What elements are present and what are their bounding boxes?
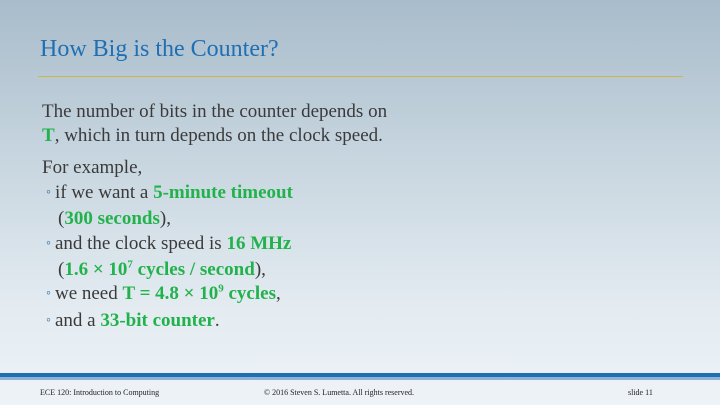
intro-paragraph: The number of bits in the counter depend… — [42, 100, 387, 148]
intro-T: T — [42, 125, 55, 146]
bullet-continuation: (300 seconds), — [58, 208, 171, 229]
bullet-marker-icon: ◦ — [46, 236, 51, 251]
bullet-marker-icon: ◦ — [46, 185, 51, 200]
bullet-item-3: ◦ we need T = 4.8 × 109 cycles, — [46, 282, 281, 304]
bullet-highlight: 33-bit counter — [100, 310, 215, 331]
intro-line-2: , which in turn depends on the clock spe… — [54, 125, 383, 146]
bullet-text: if we want a — [54, 182, 154, 203]
bullet-highlight: 16 MHz — [226, 233, 292, 254]
bullet-text: and the clock speed is — [54, 233, 227, 254]
title-divider — [38, 76, 683, 77]
slide-title: How Big is the Counter? — [40, 36, 279, 62]
footer-course: ECE 120: Introduction to Computing — [40, 388, 160, 397]
bullet-marker-icon: ◦ — [46, 313, 51, 328]
bullet-continuation: (1.6 × 107 cycles / second), — [58, 258, 266, 280]
footer-bar-accent — [0, 377, 720, 380]
bullet-highlight: 5-minute timeout — [153, 182, 293, 203]
example-paragraph: For example, — [42, 157, 143, 178]
intro-line-1: The number of bits in the counter depend… — [42, 101, 388, 122]
footer-copyright: © 2016 Steven S. Lumetta. All rights res… — [264, 388, 415, 397]
bullet-item-4: ◦ and a 33-bit counter. — [46, 310, 220, 331]
bullet-item-1: ◦ if we want a 5-minute timeout (300 seco… — [46, 181, 293, 231]
bullet-text: we need — [54, 283, 123, 304]
footer-bar — [0, 373, 720, 377]
bullet-marker-icon: ◦ — [46, 286, 51, 301]
bullet-text: and a — [54, 310, 101, 331]
bullet-item-2: ◦ and the clock speed is 16 MHz (1.6 × 10… — [46, 232, 291, 282]
footer-slide-number: slide 11 — [628, 388, 653, 397]
bullet-highlight: T = 4.8 × 109 cycles — [122, 282, 276, 304]
